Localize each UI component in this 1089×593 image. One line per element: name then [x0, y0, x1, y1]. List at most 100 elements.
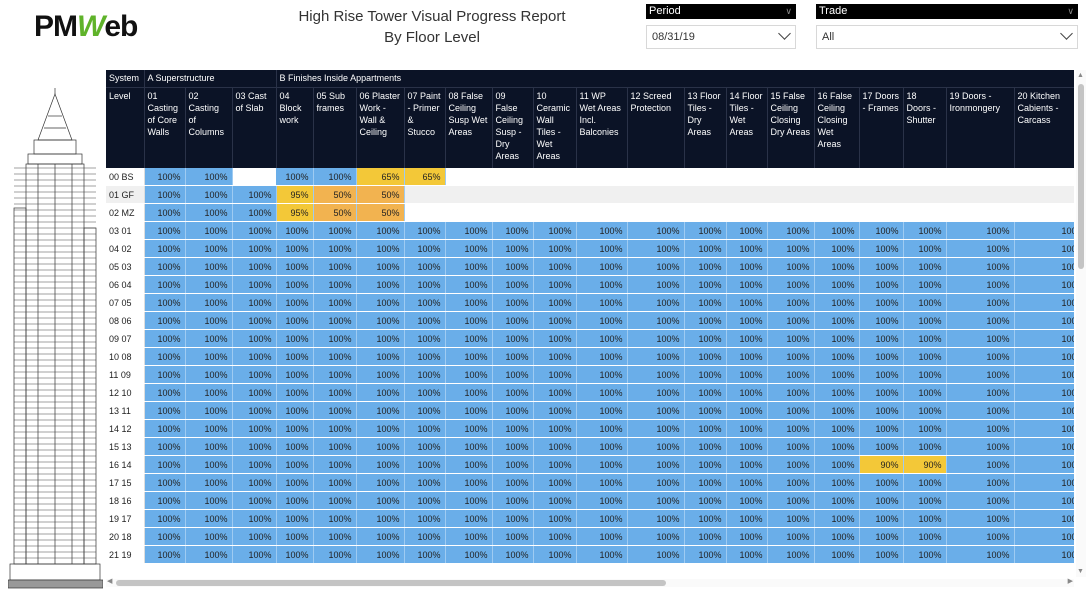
progress-cell[interactable]: 100%	[232, 419, 277, 438]
progress-cell[interactable]: 100%	[946, 311, 1015, 330]
progress-cell[interactable]: 100%	[859, 257, 904, 276]
progress-cell[interactable]: 100%	[185, 203, 233, 222]
progress-cell[interactable]: 100%	[726, 257, 768, 276]
progress-cell[interactable]: 100%	[492, 473, 534, 492]
progress-cell[interactable]: 100%	[313, 329, 357, 348]
progress-cell[interactable]: 100%	[404, 491, 446, 510]
progress-cell[interactable]: 100%	[814, 329, 860, 348]
scroll-down-icon[interactable]: ▼	[1077, 568, 1084, 575]
trade-column-header[interactable]: 11 WP Wet Areas Incl. Balconies	[576, 87, 628, 168]
progress-cell[interactable]: 100%	[144, 275, 186, 294]
progress-cell[interactable]: 100%	[533, 419, 577, 438]
progress-cell[interactable]: 100%	[492, 509, 534, 528]
progress-cell[interactable]: 100%	[814, 383, 860, 402]
progress-cell[interactable]	[684, 203, 727, 222]
trade-slicer[interactable]: Trade ∨ All	[816, 4, 1078, 49]
progress-cell[interactable]: 100%	[144, 221, 186, 240]
progress-cell[interactable]: 100%	[144, 365, 186, 384]
trade-column-header[interactable]: 18 Doors - Shutter	[903, 87, 947, 168]
progress-cell[interactable]: 100%	[903, 257, 947, 276]
progress-cell[interactable]: 100%	[814, 311, 860, 330]
progress-cell[interactable]: 100%	[767, 419, 815, 438]
progress-cell[interactable]	[814, 168, 860, 186]
progress-cell[interactable]: 100%	[492, 221, 534, 240]
progress-cell[interactable]: 100%	[946, 275, 1015, 294]
progress-cell[interactable]: 100%	[684, 239, 727, 258]
chevron-down-icon[interactable]	[778, 27, 791, 40]
progress-cell[interactable]: 100%	[232, 383, 277, 402]
progress-cell[interactable]: 100%	[814, 473, 860, 492]
progress-cell[interactable]: 100%	[356, 293, 405, 312]
trade-column-header[interactable]: 12 Screed Protection	[627, 87, 685, 168]
progress-cell[interactable]	[767, 168, 815, 186]
trade-column-header[interactable]: 16 False Ceiling Closing Wet Areas	[814, 87, 860, 168]
progress-cell[interactable]: 100%	[144, 347, 186, 366]
progress-cell[interactable]	[533, 168, 577, 186]
chevron-down-icon[interactable]	[1060, 27, 1073, 40]
progress-cell[interactable]: 100%	[445, 383, 493, 402]
progress-cell[interactable]: 100%	[232, 293, 277, 312]
progress-cell[interactable]: 100%	[185, 491, 233, 510]
progress-cell[interactable]	[684, 168, 727, 186]
progress-cell[interactable]: 100%	[445, 275, 493, 294]
progress-cell[interactable]: 100%	[726, 293, 768, 312]
progress-cell[interactable]: 65%	[404, 168, 446, 186]
progress-cell[interactable]: 100%	[276, 419, 314, 438]
progress-cell[interactable]: 100%	[767, 473, 815, 492]
progress-cell[interactable]: 100%	[903, 239, 947, 258]
progress-cell[interactable]: 100%	[726, 221, 768, 240]
progress-cell[interactable]: 100%	[356, 401, 405, 420]
progress-cell[interactable]: 100%	[232, 437, 277, 456]
progress-cell[interactable]: 100%	[767, 455, 815, 474]
progress-cell[interactable]: 100%	[814, 275, 860, 294]
progress-cell[interactable]: 100%	[144, 527, 186, 546]
progress-cell[interactable]: 100%	[232, 311, 277, 330]
progress-cell[interactable]: 100%	[859, 473, 904, 492]
progress-cell[interactable]: 100%	[946, 437, 1015, 456]
progress-cell[interactable]: 100%	[627, 347, 685, 366]
progress-cell[interactable]: 100%	[144, 401, 186, 420]
progress-cell[interactable]: 100%	[144, 437, 186, 456]
progress-cell[interactable]: 100%	[814, 257, 860, 276]
progress-cell[interactable]: 100%	[903, 293, 947, 312]
progress-cell[interactable]: 100%	[445, 491, 493, 510]
progress-cell[interactable]: 100%	[445, 329, 493, 348]
progress-cell[interactable]: 100%	[144, 491, 186, 510]
progress-cell[interactable]: 100%	[1014, 293, 1074, 312]
progress-cell[interactable]: 100%	[946, 455, 1015, 474]
progress-cell[interactable]: 100%	[404, 473, 446, 492]
progress-cell[interactable]: 100%	[946, 527, 1015, 546]
progress-cell[interactable]: 100%	[185, 275, 233, 294]
progress-cell[interactable]: 100%	[185, 185, 233, 204]
progress-cell[interactable]: 95%	[276, 185, 314, 204]
trade-column-header[interactable]: 10 Ceramic Wall Tiles - Wet Areas	[533, 87, 577, 168]
progress-cell[interactable]: 100%	[859, 293, 904, 312]
progress-cell[interactable]: 100%	[356, 527, 405, 546]
progress-cell[interactable]: 100%	[859, 329, 904, 348]
progress-cell[interactable]: 100%	[356, 473, 405, 492]
progress-cell[interactable]: 100%	[356, 275, 405, 294]
progress-cell[interactable]	[903, 185, 947, 204]
progress-cell[interactable]: 100%	[144, 168, 186, 186]
trade-column-header[interactable]: 07 Paint - Primer & Stucco	[404, 87, 446, 168]
progress-cell[interactable]: 100%	[859, 221, 904, 240]
progress-cell[interactable]: 100%	[356, 383, 405, 402]
progress-cell[interactable]: 100%	[313, 437, 357, 456]
trade-column-header[interactable]: 17 Doors - Frames	[859, 87, 904, 168]
progress-cell[interactable]: 100%	[726, 437, 768, 456]
progress-cell[interactable]: 100%	[356, 221, 405, 240]
progress-cell[interactable]: 100%	[232, 545, 277, 564]
progress-cell[interactable]	[627, 168, 685, 186]
progress-cell[interactable]: 100%	[1014, 527, 1074, 546]
progress-cell[interactable]: 100%	[576, 329, 628, 348]
progress-cell[interactable]: 100%	[684, 293, 727, 312]
progress-cell[interactable]: 100%	[814, 455, 860, 474]
progress-cell[interactable]: 100%	[144, 329, 186, 348]
progress-cell[interactable]: 100%	[144, 311, 186, 330]
progress-cell[interactable]: 100%	[1014, 509, 1074, 528]
progress-cell[interactable]: 100%	[684, 509, 727, 528]
progress-cell[interactable]: 100%	[684, 473, 727, 492]
progress-cell[interactable]: 100%	[445, 221, 493, 240]
progress-cell[interactable]: 100%	[445, 293, 493, 312]
progress-cell[interactable]: 100%	[185, 365, 233, 384]
